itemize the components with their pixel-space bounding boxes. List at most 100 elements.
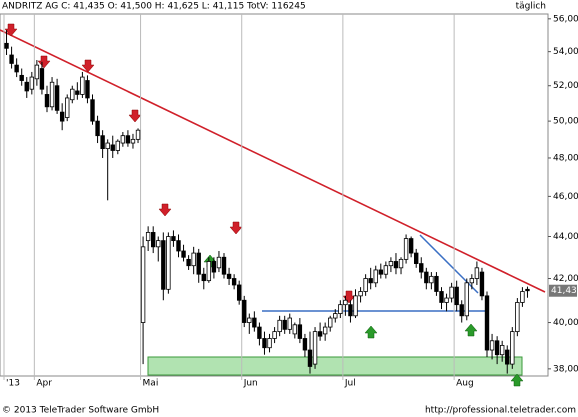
candle-body: [59, 111, 65, 122]
candle-body: [424, 271, 429, 284]
candle-body: [429, 275, 434, 284]
candle-body: [333, 313, 338, 319]
x-tick-label: Jun: [243, 379, 258, 389]
candle-body: [479, 271, 485, 297]
candle-body: [408, 238, 414, 254]
candle-body: [322, 326, 328, 335]
candle-body: [505, 349, 510, 365]
candle-body: [34, 64, 40, 80]
y-tick-label: 38,000: [553, 364, 578, 374]
candle-body: [525, 288, 530, 292]
candle-body: [226, 273, 232, 279]
candle-body: [499, 344, 505, 356]
candle-body: [358, 291, 363, 297]
candle-body: [191, 252, 196, 267]
candle-body: [231, 278, 237, 286]
candle-body: [176, 240, 181, 252]
candle-body: [469, 278, 475, 284]
candle-body: [474, 267, 480, 279]
x-tick-label: '13: [6, 379, 20, 389]
candle-body: [54, 85, 60, 111]
candle-body: [186, 258, 191, 267]
candle-body: [363, 278, 368, 292]
candle-body: [459, 304, 464, 317]
y-tick-label: 40,000: [553, 318, 578, 328]
y-tick-label: 42,000: [553, 274, 578, 284]
interval-label: täglich: [516, 2, 546, 12]
candle-body: [49, 81, 55, 108]
candle-body: [449, 286, 454, 299]
candle-body: [312, 331, 318, 365]
y-tick-label: 50,000: [553, 117, 578, 127]
candle-body: [196, 252, 201, 275]
candle-body: [338, 304, 343, 314]
candle-body: [4, 42, 9, 49]
candle-body: [14, 64, 19, 73]
candle-body: [464, 282, 469, 317]
candle-body: [29, 76, 35, 90]
candle-body: [520, 291, 525, 303]
copyright: © 2013 TeleTrader Software GmbH: [2, 406, 159, 416]
candle-body: [75, 90, 80, 95]
candle-body: [373, 269, 378, 284]
candle-body: [272, 331, 277, 339]
candle-body: [454, 286, 459, 306]
candle-body: [236, 284, 242, 301]
candle-body: [434, 275, 439, 292]
candle-body: [115, 140, 120, 151]
candle-body: [110, 144, 115, 151]
candle-body: [44, 94, 50, 108]
candle-body: [302, 338, 308, 351]
candle-body: [65, 97, 70, 118]
candle-body: [393, 261, 399, 269]
candle-body: [388, 261, 394, 267]
plot-frame: [0, 13, 549, 377]
candle-body: [368, 278, 373, 284]
support-zone: [147, 356, 523, 376]
candle-body: [95, 120, 100, 137]
candle-body: [171, 236, 176, 242]
candle-body: [510, 331, 515, 365]
candle-body: [125, 135, 131, 144]
candle-body: [166, 236, 171, 290]
candle-body: [403, 238, 409, 260]
candle-body: [317, 331, 323, 337]
candle-body: [145, 232, 151, 242]
candle-body: [343, 299, 348, 306]
candle-body: [484, 295, 490, 351]
x-tick-label: Apr: [36, 379, 52, 389]
candle-body: [211, 261, 217, 273]
last-price-box: [549, 284, 577, 297]
candle-body: [130, 138, 136, 144]
candle-body: [398, 258, 404, 269]
candle-body: [494, 340, 500, 356]
candle-body: [19, 74, 24, 81]
x-tick-label: Mai: [143, 379, 159, 389]
candle-body: [39, 68, 45, 90]
x-tick-label: Aug: [456, 379, 474, 389]
candle-body: [328, 317, 333, 328]
candle-body: [419, 263, 424, 273]
candle-body: [120, 135, 126, 144]
candle-body: [156, 240, 161, 248]
candle-body: [206, 261, 212, 282]
candle-body: [161, 240, 166, 290]
candle-body: [151, 232, 156, 248]
y-tick-label: 56,000: [553, 14, 578, 24]
y-tick-label: 44,000: [553, 232, 578, 242]
candle-body: [257, 326, 262, 339]
candle-body: [489, 340, 495, 351]
y-tick-label: 54,000: [553, 47, 578, 57]
candle-body: [348, 304, 353, 317]
candle-body: [307, 349, 313, 367]
candle-body: [378, 269, 383, 275]
y-tick-label: 48,000: [553, 153, 578, 163]
candle-body: [140, 246, 146, 323]
candle-body: [201, 273, 206, 282]
candle-body: [383, 265, 389, 275]
x-tick-label: Jul: [344, 379, 356, 389]
chart-title: ANDRITZ AG C: 41,435 O: 41,500 H: 41,625…: [2, 2, 306, 12]
candle-body: [282, 319, 287, 330]
candle-body: [242, 299, 247, 323]
